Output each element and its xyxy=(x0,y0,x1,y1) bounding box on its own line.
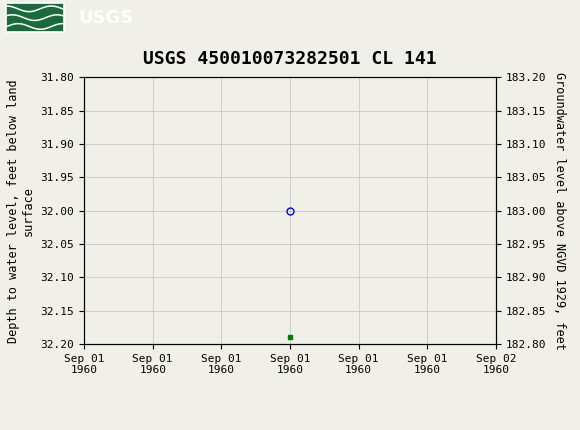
Y-axis label: Groundwater level above NGVD 1929, feet: Groundwater level above NGVD 1929, feet xyxy=(553,72,566,350)
Bar xyxy=(6,3,64,32)
Text: USGS: USGS xyxy=(78,9,133,27)
Y-axis label: Depth to water level, feet below land
surface: Depth to water level, feet below land su… xyxy=(7,79,35,343)
Text: USGS 450010073282501 CL 141: USGS 450010073282501 CL 141 xyxy=(143,50,437,68)
